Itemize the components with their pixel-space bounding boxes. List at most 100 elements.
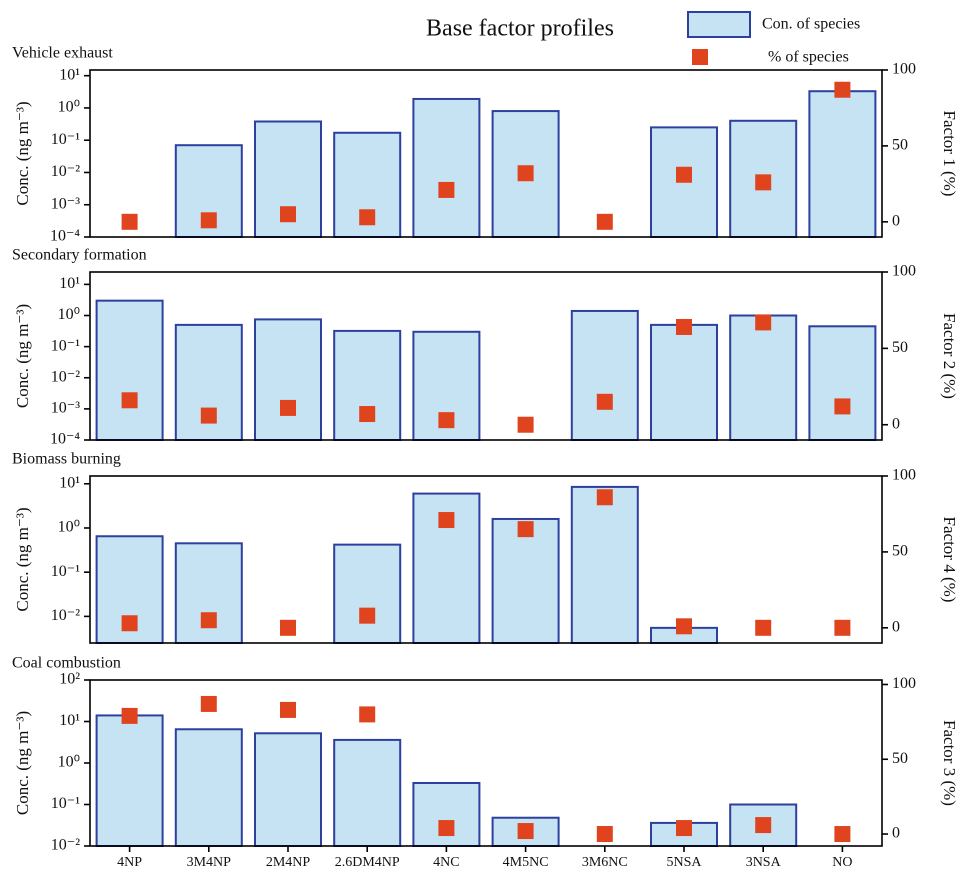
marker <box>596 826 613 843</box>
bar <box>808 90 877 238</box>
marker <box>596 489 613 506</box>
y-axis-label: Conc. (ng m⁻³) <box>13 304 32 408</box>
x-tick-label: 3NSA <box>746 855 782 870</box>
marker <box>438 181 455 198</box>
plot-frame <box>89 271 883 441</box>
x-tick-label: 4M5NC <box>503 855 549 870</box>
marker <box>280 619 296 636</box>
y2-tick-label: 100 <box>892 467 916 484</box>
marker <box>517 416 534 433</box>
x-tick-label: 2.6DM4NP <box>335 855 400 870</box>
y2-tick-label: 0 <box>892 415 900 432</box>
bar <box>650 323 718 441</box>
y2-tick-label: 50 <box>892 543 908 560</box>
y-tick-label: 10⁻³ <box>51 400 80 417</box>
marker <box>280 206 296 223</box>
y-axis-label: Conc. (ng m⁻³) <box>13 507 32 611</box>
marker <box>200 612 217 629</box>
legend-swatch <box>687 11 751 38</box>
marker <box>834 398 851 415</box>
y-tick-label: 10⁻³ <box>51 195 80 212</box>
y-tick-label: 10⁻² <box>51 837 80 854</box>
legend-label: Con. of species <box>762 16 860 33</box>
marker <box>438 512 455 529</box>
y-axis-label: Conc. (ng m⁻³) <box>13 101 32 205</box>
marker <box>359 607 376 624</box>
marker <box>517 165 534 182</box>
marker <box>438 412 455 429</box>
marker <box>121 615 138 632</box>
marker <box>121 213 138 230</box>
y-tick-label: 10⁻¹ <box>51 795 80 812</box>
bar <box>412 781 481 848</box>
y2-tick-label: 0 <box>892 212 900 229</box>
marker <box>359 406 376 423</box>
y2-tick-label: 50 <box>892 137 908 154</box>
y-tick-label: 10⁻¹ <box>51 563 80 580</box>
y2-tick-label: 100 <box>892 263 916 280</box>
marker <box>121 707 138 724</box>
y2-tick-label: 50 <box>892 339 908 356</box>
y2-tick-label: 100 <box>892 675 916 692</box>
y-tick-label: 10⁻⁴ <box>50 431 80 448</box>
marker <box>280 701 296 718</box>
bar <box>729 314 798 441</box>
y2-axis-label: Factor 3 (%) <box>940 720 959 806</box>
marker <box>517 521 534 538</box>
marker <box>121 392 138 409</box>
bar <box>254 318 322 442</box>
bar <box>333 329 402 441</box>
marker <box>438 820 455 837</box>
y-tick-label: 10¹ <box>59 66 80 83</box>
y-tick-label: 10⁻² <box>51 607 80 624</box>
x-tick-label: 5NSA <box>666 855 702 870</box>
panel-title: Secondary formation <box>12 247 147 264</box>
y2-tick-label: 100 <box>892 61 916 78</box>
marker <box>834 826 851 843</box>
legend-label: % of species <box>768 49 849 66</box>
panel-title: Coal combustion <box>12 655 121 672</box>
y-tick-label: 10⁰ <box>58 754 80 771</box>
marker <box>596 393 613 410</box>
marker <box>676 166 692 183</box>
bar <box>570 309 639 441</box>
plot-frame <box>89 475 883 644</box>
y2-tick-label: 50 <box>892 750 908 767</box>
marker <box>200 212 217 229</box>
x-tick-label: 3M4NP <box>187 855 232 870</box>
bar <box>95 714 164 847</box>
y2-axis-label: Factor 1 (%) <box>940 111 959 197</box>
bar <box>412 97 481 238</box>
marker <box>755 174 772 191</box>
x-tick-label: 4NC <box>433 855 459 870</box>
chart-title: Base factor profiles <box>426 16 614 42</box>
marker <box>755 619 772 636</box>
marker <box>755 817 772 834</box>
marker <box>517 823 534 840</box>
x-tick-label: 2M4NP <box>266 855 311 870</box>
panel-title: Vehicle exhaust <box>12 45 113 62</box>
marker <box>834 619 851 636</box>
y2-axis-label: Factor 4 (%) <box>940 517 959 603</box>
bar <box>491 517 560 644</box>
y-tick-label: 10⁰ <box>58 519 80 536</box>
y-tick-label: 10⁻¹ <box>51 131 80 148</box>
marker <box>200 407 217 424</box>
marker <box>596 213 613 230</box>
x-tick-label: NO <box>832 855 852 870</box>
y-tick-label: 10¹ <box>59 712 80 729</box>
marker <box>834 81 851 98</box>
bar <box>174 728 243 847</box>
marker <box>676 820 692 837</box>
y2-tick-label: 0 <box>892 618 900 635</box>
y-tick-label: 10¹ <box>59 474 80 491</box>
bar <box>729 803 798 847</box>
bar <box>570 485 639 644</box>
y-tick-label: 10⁻⁴ <box>50 228 80 245</box>
marker <box>359 706 376 723</box>
marker <box>359 209 376 226</box>
marker <box>676 618 692 635</box>
y-tick-label: 10⁰ <box>58 99 80 116</box>
marker <box>676 318 692 335</box>
